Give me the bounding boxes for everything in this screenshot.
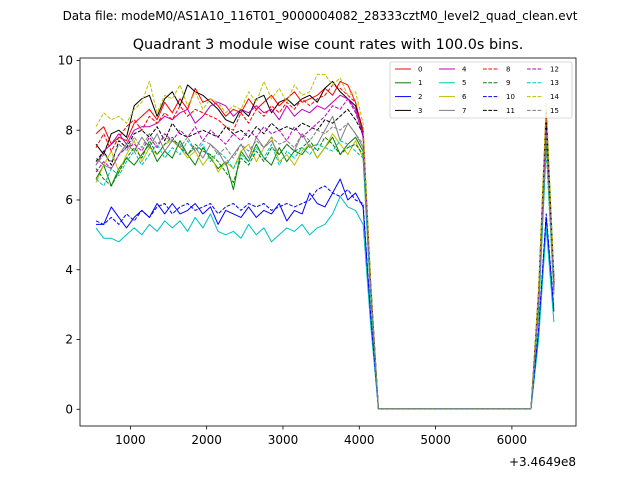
series-line-14: [95, 73, 555, 410]
x-offset-label: +3.4649e8: [509, 455, 576, 469]
legend-box: [389, 61, 573, 119]
series-line-13: [95, 140, 555, 410]
x-tick-label: 3000: [268, 433, 299, 447]
y-tick-label: 8: [65, 123, 73, 137]
legend-label-7: 7: [462, 107, 466, 115]
legend-label-6: 6: [462, 93, 467, 101]
legend-label-12: 12: [550, 65, 559, 73]
x-tick-label: 2000: [191, 433, 222, 447]
plot-frame: [79, 57, 577, 427]
chart-title: Quadrant 3 module wise count rates with …: [133, 37, 524, 53]
legend-label-0: 0: [418, 65, 422, 73]
legend-label-4: 4: [462, 65, 467, 73]
legend-label-2: 2: [418, 93, 422, 101]
y-tick-label: 0: [65, 402, 73, 416]
legend-label-10: 10: [506, 93, 515, 101]
legend-label-9: 9: [506, 79, 510, 87]
y-tick-label: 10: [58, 54, 73, 68]
series-line-15: [95, 122, 555, 410]
x-tick-label: 1000: [115, 433, 146, 447]
legend-label-1: 1: [418, 79, 422, 87]
x-tick-label: 6000: [497, 433, 528, 447]
y-tick-label: 4: [65, 263, 73, 277]
figure-suptitle: Data file: modeM0/AS1A10_116T01_90000040…: [63, 9, 578, 23]
x-tick-label: 4000: [344, 433, 375, 447]
plot-lines: [95, 73, 555, 410]
series-line-8: [95, 84, 555, 410]
x-axis: 1000 2000 3000 4000 5000 6000: [115, 426, 527, 447]
legend-label-13: 13: [550, 79, 559, 87]
y-axis: 0 2 4 6 8 10: [58, 54, 80, 416]
legend-label-3: 3: [418, 107, 422, 115]
legend-label-15: 15: [550, 107, 559, 115]
y-tick-label: 2: [65, 333, 73, 347]
legend-label-14: 14: [550, 93, 559, 101]
legend-label-11: 11: [506, 107, 515, 115]
legend-label-8: 8: [506, 65, 510, 73]
x-tick-label: 5000: [420, 433, 451, 447]
y-tick-label: 6: [65, 193, 73, 207]
legend-label-5: 5: [462, 79, 466, 87]
